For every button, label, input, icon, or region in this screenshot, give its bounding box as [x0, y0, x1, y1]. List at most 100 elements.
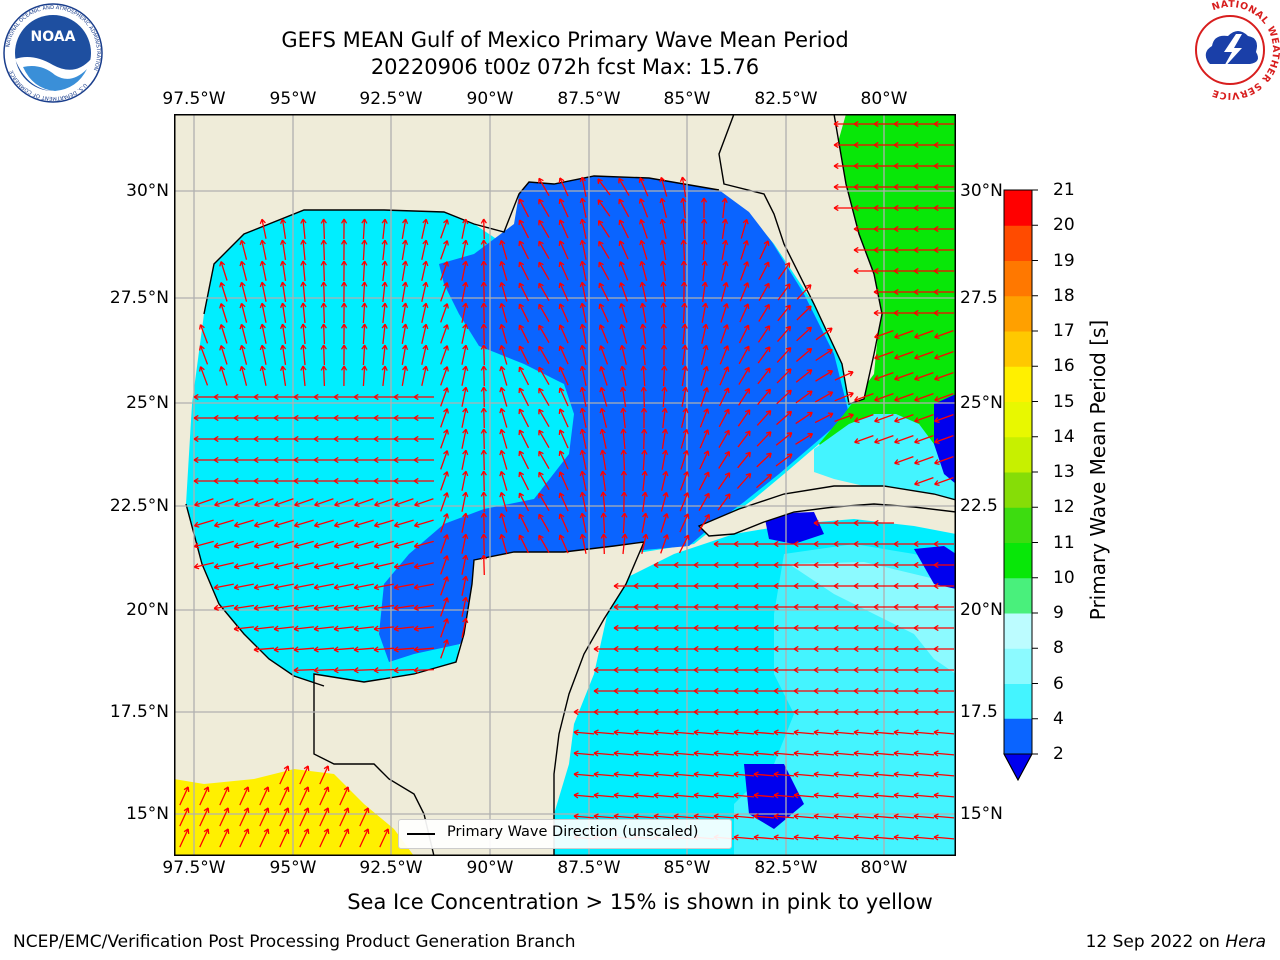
wave-arrow [738, 366, 750, 385]
wave-arrow [300, 323, 307, 345]
wave-arrow [934, 476, 954, 487]
wave-arrow [914, 413, 934, 424]
wave-arrow [401, 260, 409, 282]
wave-arrow [894, 371, 914, 382]
lon-tick-bottom: 80°W [860, 858, 908, 878]
wave-arrow [393, 646, 415, 653]
wave-arrow [874, 329, 894, 340]
cuba-landmass [697, 485, 956, 537]
wave-arrow [300, 218, 307, 240]
wave-arrow [620, 491, 628, 513]
wave-arrow [440, 492, 449, 512]
wave-arrow [673, 666, 694, 674]
wave-arrow [213, 456, 234, 464]
wave-arrow [854, 434, 874, 445]
wave-arrow [833, 666, 854, 674]
wave-arrow [193, 435, 214, 443]
wave-arrow [333, 604, 354, 612]
wave-arrow [233, 456, 254, 464]
wave-arrow [499, 533, 508, 554]
wave-arrow [719, 345, 730, 365]
wave-arrow [598, 324, 609, 344]
wave-arrow [834, 391, 854, 402]
wave-arrow [253, 519, 274, 528]
lon-tick-bottom: 82.5°W [754, 858, 818, 878]
wave-arrow [914, 455, 934, 466]
wave-arrow [893, 729, 915, 736]
wave-arrow [640, 386, 647, 408]
wave-arrow [579, 428, 587, 449]
wave-arrow [499, 512, 508, 533]
wave-arrow [833, 120, 854, 128]
wave-arrow [733, 645, 754, 653]
wave-arrow [373, 456, 394, 464]
wave-arrow [773, 666, 794, 674]
wave-arrow [673, 792, 695, 799]
lon-tick-top: 87.5°W [557, 89, 621, 109]
wave-arrow [393, 540, 414, 549]
wave-arrow [701, 260, 708, 281]
pacific-region [174, 769, 414, 856]
wave-arrow [633, 603, 654, 611]
wave-arrow [333, 519, 354, 528]
wave-arrow [660, 260, 667, 281]
wave-arrow [319, 807, 330, 827]
wave-arrow [893, 540, 914, 548]
wave-arrow [633, 750, 655, 757]
wave-arrow [773, 624, 794, 632]
wave-arrow [440, 240, 449, 260]
wave-arrow [193, 540, 214, 549]
wave-arrow [701, 281, 708, 302]
wave-arrow [681, 386, 689, 407]
wave-arrow [833, 141, 854, 149]
wave-arrow [461, 407, 469, 428]
wave-arrow [773, 771, 795, 778]
wave-arrow [518, 366, 530, 386]
wave-arrow [353, 519, 374, 528]
wave-arrow [733, 771, 755, 778]
wave-arrow [518, 492, 530, 512]
colorbar-tick-label: 17 [1053, 321, 1075, 341]
wave-arrow [320, 239, 327, 261]
wave-arrow [600, 491, 607, 513]
wave-arrow [737, 430, 751, 448]
wave-arrow [796, 284, 812, 300]
wave-arrow [440, 303, 449, 323]
wave-arrow [538, 366, 550, 386]
wave-arrow [633, 771, 655, 778]
wave-arrow [834, 413, 854, 423]
wave-arrow [717, 472, 731, 490]
wave-arrow [597, 178, 611, 196]
wave-arrow [693, 561, 714, 569]
wave-arrow [593, 813, 615, 820]
wave-arrow [815, 370, 834, 382]
lon-tick-bottom: 90°W [466, 858, 514, 878]
wave-arrow [641, 491, 648, 512]
wave-arrow [893, 771, 915, 778]
colorbar-tick-label: 21 [1053, 180, 1075, 200]
wave-arrow [259, 239, 267, 260]
lon-tick-top: 82.5°W [754, 89, 818, 109]
wave-arrow [599, 449, 607, 471]
wave-arrow [853, 729, 875, 736]
wave-arrow [661, 407, 668, 428]
wave-arrow [599, 386, 608, 407]
wave-arrow [233, 625, 254, 632]
wave-arrow [693, 687, 714, 695]
colorbar-label: Primary Wave Mean Period [s] [1086, 319, 1110, 621]
wave-arrow [361, 218, 368, 240]
wave-arrow [933, 834, 955, 841]
wave-arrow [393, 625, 414, 632]
wave-arrow [793, 561, 814, 569]
wave-arrow [480, 470, 487, 492]
wave-arrow [333, 435, 354, 443]
wave-arrow [613, 687, 634, 695]
legend-line-icon [407, 833, 435, 835]
footer-branch: NCEP/EMC/Verification Post Processing Pr… [13, 932, 576, 952]
wave-arrow [853, 267, 874, 275]
caribbean-band-9s [789, 562, 956, 674]
wave-arrow [653, 750, 675, 757]
wave-arrow [313, 393, 334, 401]
wave-arrow [259, 344, 267, 365]
wave-arrow [758, 303, 770, 322]
